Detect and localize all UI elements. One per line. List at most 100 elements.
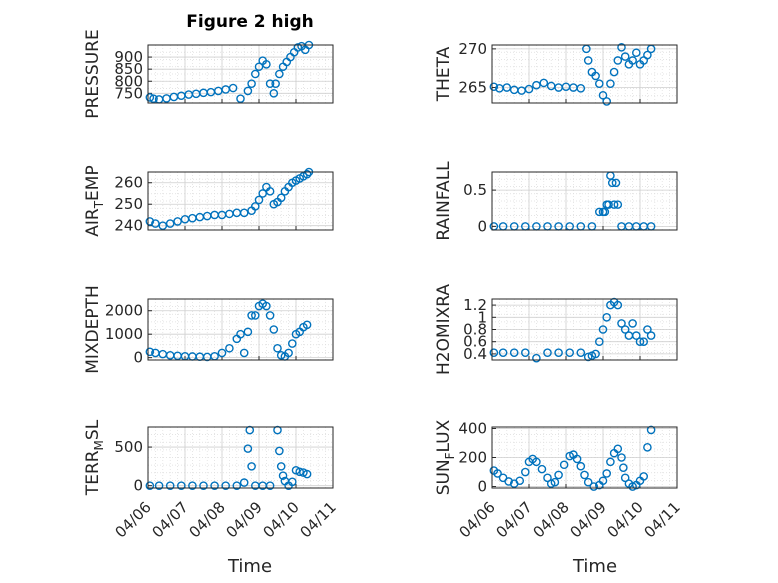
axes-box [147,298,334,361]
y-tick-label: 265 [458,79,487,97]
y-tick-label: 270 [458,40,487,58]
data-point [254,195,264,205]
axes-box [147,426,334,489]
y-tick-label: 260 [114,174,143,192]
data-point [262,60,271,69]
data-point [489,348,499,357]
data-point [515,476,525,486]
axes-box [491,44,678,104]
y-tick-label: 0.4 [463,345,487,363]
data-point [276,193,286,203]
data-point [543,473,552,483]
y-tick-label: 0.6 [463,333,487,351]
data-point [247,79,256,88]
data-point [250,311,260,320]
y-tick-label: 2000 [105,302,143,320]
y-axis-label-part: EMP [83,165,103,201]
data-point [169,92,179,102]
y-tick-label: 850 [114,60,143,78]
data-point [521,467,530,477]
x-axis-label-right: Time [572,556,618,577]
data-point [239,478,249,487]
x-tick-label: 04/08 [530,498,573,541]
data-point [489,82,499,92]
x-tick-label: 04/11 [297,498,340,541]
data-point [532,457,541,467]
data-point [265,79,275,88]
data-point [583,56,593,65]
data-point [225,343,234,353]
data-point [247,462,256,471]
data-point [613,200,623,209]
data-point [145,347,155,357]
data-point [302,469,312,479]
data-point [289,47,299,57]
data-point [149,94,158,103]
data-point [502,83,512,92]
data-point [206,87,216,97]
data-point [591,71,600,81]
data-point [293,43,303,52]
data-point [639,472,649,481]
data-point [609,200,619,209]
data-point [265,311,275,320]
subplot-terr-msl: 0 500 TERRMSL 04/0604/0704/0804/0904/1004/1… [83,419,340,541]
y-axis-label-part: SUN [434,459,454,495]
axes-box [491,426,678,489]
y-axis-label-subscript: M [92,440,106,450]
data-point [589,482,599,491]
data-point [239,348,249,358]
data-point [217,348,227,358]
data-point [199,481,208,490]
y-tick-label: 500 [114,438,143,456]
data-point [145,481,155,490]
data-point [245,425,255,435]
data-point [576,84,586,93]
x-tick-label: 04/11 [641,498,684,541]
data-point [598,476,608,486]
y-tick-label: 0 [133,477,143,495]
data-point [591,349,600,359]
data-point [173,217,182,226]
data-point [613,300,623,310]
data-point [521,348,530,357]
data-point [221,85,230,94]
y-axis-label-part: MIXDEPTH [83,285,103,374]
data-point [632,331,641,340]
y-tick-label: 1 [477,308,487,326]
data-point [572,454,582,464]
figure-title: Figure 2 high [186,12,314,32]
axes-box [491,171,678,231]
data-point [199,88,208,98]
y-axis-label-part: H2OMIXRA [434,284,454,375]
data-point [613,444,623,454]
data-point [611,178,621,188]
y-axis-label: THETA [434,46,454,102]
data-point [635,337,645,347]
data-point [532,353,541,363]
subplot-sun-flux: 0200400SUNFLUX04/0604/0704/0804/0904/100… [434,419,684,541]
data-point [158,221,168,231]
data-point [504,477,513,486]
y-axis-label-part: RAINFALL [434,161,454,241]
data-point [602,469,612,478]
data-point [287,339,297,348]
data-point [595,79,604,88]
y-axis-label: AIRTEMP [83,165,106,236]
data-point [250,202,260,211]
x-tick-label: 04/07 [149,498,192,541]
data-point [275,69,284,79]
y-tick-label: 200 [458,449,487,467]
data-point [151,219,160,228]
data-point [191,89,201,99]
y-tick-label: 800 [114,72,143,90]
data-point [262,301,271,311]
data-point [632,48,641,58]
y-axis-label: H2OMIXRA [434,284,454,375]
data-point [184,90,193,99]
data-point [539,78,549,88]
data-point [617,319,626,328]
data-point [565,348,575,357]
